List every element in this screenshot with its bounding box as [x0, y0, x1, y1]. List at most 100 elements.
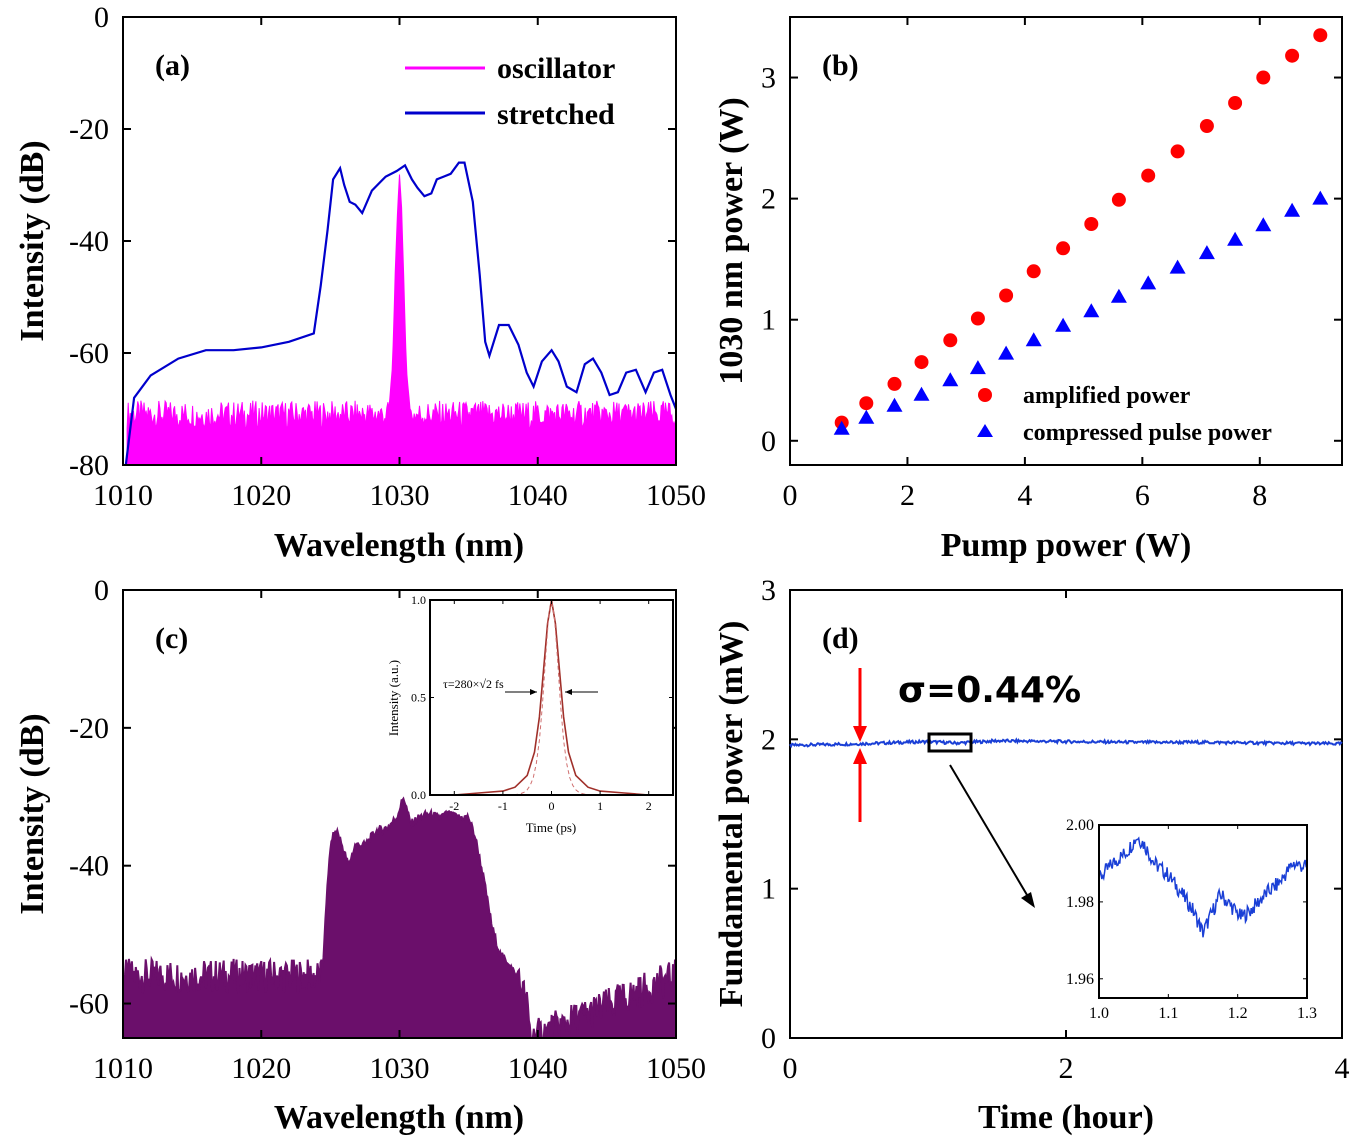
legend-oscillator-label: oscillator: [497, 52, 615, 85]
x-tick-label: -2: [449, 799, 459, 813]
zoom-pointer-arrowhead: [1021, 892, 1035, 908]
panel-d-ticks: 0 2 4 0 1 2 3: [761, 574, 1350, 1085]
x-tick-label: 4: [1017, 479, 1032, 512]
y-tick-label: 0.0: [411, 788, 426, 802]
compressed-point: [858, 409, 875, 424]
panel-c-ticks: 1010 1020 1030 1040 1050-60-40-200: [69, 574, 706, 1085]
x-tick-label: 1: [597, 799, 603, 813]
x-tick-label: 1020: [231, 479, 291, 512]
compressed-point: [1055, 317, 1072, 332]
compressed-point: [913, 386, 930, 401]
panel-d-inset: 1.0 1.1 1.2 1.3 1.96 1.98 2.00: [1066, 817, 1317, 1022]
y-tick-label: 1.98: [1066, 894, 1094, 911]
fwhm-annotation: τ=280×√2 fs: [443, 677, 504, 691]
compressed-point: [1198, 245, 1215, 260]
compressed-point: [1255, 217, 1272, 232]
legend-amplified-marker: [978, 388, 992, 402]
y-tick-label: 0.5: [411, 691, 426, 705]
panel-a-ticks: 1010 1020 1030 1040 1050 -80 -60 -40 -20 0: [69, 1, 706, 512]
y-tick-label: -20: [69, 113, 109, 146]
inset-ticks: -2 -1 0 1 2 0.0 0.5 1.0: [411, 593, 673, 813]
y-tick-label: 0: [761, 425, 776, 458]
fwhm-arrowhead-right: [565, 689, 572, 695]
x-tick-label: 2: [1059, 1052, 1074, 1085]
compressed-point: [1140, 275, 1157, 290]
x-tick-label: 1040: [508, 1052, 568, 1085]
x-tick-label: 2: [646, 799, 652, 813]
amplified-point: [1285, 48, 1300, 63]
y-tick-label: 2: [761, 183, 776, 216]
panel-b-label: (b): [822, 49, 859, 82]
y-tick-label: -60: [69, 337, 109, 370]
x-tick-label: 6: [1135, 479, 1150, 512]
panel-c-inset: -2 -1 0 1 2 0.0 0.5 1.0 τ=280×√2 fs Time (ps) I…: [386, 593, 674, 835]
amplified-point: [1228, 96, 1243, 110]
x-tick-label: 0: [783, 1052, 798, 1085]
y-tick-label: 0: [761, 1022, 776, 1055]
inset-xlabel: Time (ps): [526, 820, 576, 835]
inset-frame: [1098, 824, 1308, 999]
x-tick-label: 1050: [646, 1052, 706, 1085]
compressed-point: [1227, 231, 1244, 246]
y-tick-label: -80: [69, 449, 109, 482]
panel-b-ticks: 0 2 4 6 8 0 1 2 3: [761, 17, 1342, 512]
panel-b: 0 2 4 6 8 0 1 2 3 (b) amplified power compressed…: [713, 16, 1343, 564]
compressed-point: [1312, 190, 1329, 205]
amplified-point: [1256, 70, 1271, 85]
amplified-point: [1084, 217, 1099, 231]
deviation-arrows: [853, 668, 867, 822]
stretched-spectrum: [124, 161, 678, 466]
inset-ticks: 1.0 1.1 1.2 1.3 1.96 1.98 2.00: [1066, 817, 1317, 1022]
x-tick-label: 1010: [93, 479, 153, 512]
y-tick-label: -40: [69, 225, 109, 258]
x-tick-label: 1.1: [1158, 1005, 1178, 1022]
amplified-point: [914, 355, 929, 370]
zoom-pointer-arrow: [949, 764, 1031, 901]
y-tick-label: -40: [69, 850, 109, 883]
compressed-point: [833, 420, 850, 435]
x-tick-label: 1010: [93, 1052, 153, 1085]
panel-a-ylabel: Intensity (dB): [14, 140, 51, 341]
panel-c-ylabel: Intensity (dB): [14, 713, 51, 914]
compressed-point: [1169, 259, 1186, 274]
x-tick-label: 0: [549, 799, 555, 813]
amplified-point: [887, 376, 902, 391]
panel-b-frame: [789, 16, 1343, 466]
y-tick-label: 2.00: [1066, 817, 1094, 834]
inset-background: [430, 600, 673, 795]
compressed-point: [969, 360, 986, 375]
y-tick-label: -60: [69, 988, 109, 1021]
amplified-point: [999, 288, 1014, 303]
amplified-point: [1111, 192, 1126, 207]
panel-b-xlabel: Pump power (W): [941, 527, 1192, 564]
x-tick-label: 1.2: [1228, 1005, 1248, 1022]
zoomed-power-trace: [1098, 836, 1308, 938]
fwhm-arrowhead-left: [530, 689, 537, 695]
y-tick-label: 1: [761, 873, 776, 906]
amplified-point: [1313, 28, 1328, 43]
panel-d-xlabel: Time (hour): [978, 1099, 1154, 1136]
amplified-point: [970, 311, 985, 326]
panel-d: 0 2 4 0 1 2 3 (d) σ=0.44% Time (hour) Fundamen…: [713, 574, 1350, 1136]
x-tick-label: 1040: [508, 479, 568, 512]
sigma-annotation: σ=0.44%: [898, 670, 1081, 711]
y-tick-label: 0: [94, 1, 109, 34]
x-tick-label: -1: [498, 799, 508, 813]
x-tick-label: 1030: [370, 1052, 430, 1085]
panel-a: 1010 1020 1030 1040 1050 -80 -60 -40 -20 0 (a) os…: [14, 1, 706, 564]
legend-amplified-label: amplified power: [1023, 383, 1191, 409]
panel-c-xlabel: Wavelength (nm): [274, 1099, 524, 1136]
fundamental-power-trace: [789, 737, 1343, 749]
legend-compressed-marker: [977, 424, 993, 437]
compressed-point: [1025, 332, 1042, 347]
panel-a-label: (a): [155, 49, 190, 82]
inset-background: [1099, 825, 1307, 998]
panel-c-label: (c): [155, 622, 188, 655]
y-tick-label: 0: [94, 574, 109, 607]
y-tick-label: 1.96: [1066, 971, 1094, 988]
x-tick-label: 0: [783, 479, 798, 512]
amplified-point: [943, 333, 958, 348]
x-tick-label: 1030: [370, 479, 430, 512]
red-arrowhead-down: [853, 726, 867, 742]
